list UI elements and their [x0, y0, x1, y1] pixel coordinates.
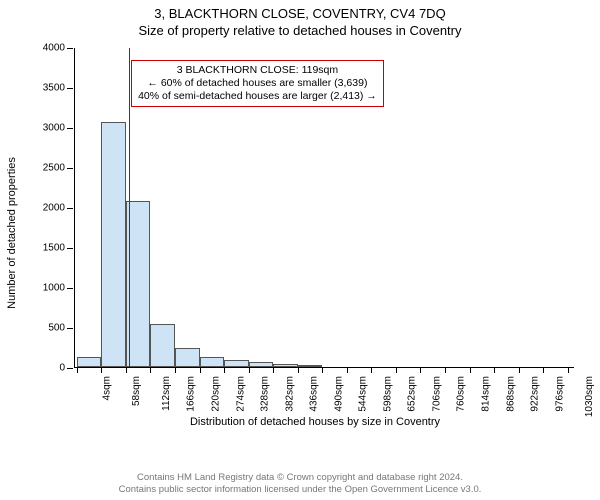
x-tick	[249, 367, 250, 373]
annotation-line: ← 60% of detached houses are smaller (3,…	[138, 77, 377, 90]
histogram-bar	[200, 357, 225, 367]
x-tick	[224, 367, 225, 373]
x-tick	[371, 367, 372, 373]
y-tick-label: 2000	[43, 203, 65, 214]
plot-area: 050010001500200025003000350040004sqm58sq…	[74, 48, 574, 368]
footer-line-1: Contains HM Land Registry data © Crown c…	[0, 472, 600, 484]
x-tick	[77, 367, 78, 373]
x-tick-label: 922sqm	[530, 376, 541, 412]
y-tick-label: 3000	[43, 123, 65, 134]
y-tick	[67, 168, 73, 169]
y-tick	[67, 248, 73, 249]
x-tick	[101, 367, 102, 373]
x-tick	[298, 367, 299, 373]
x-tick	[150, 367, 151, 373]
x-tick	[470, 367, 471, 373]
y-tick-label: 4000	[43, 43, 65, 54]
x-tick-label: 868sqm	[505, 376, 516, 412]
x-tick	[543, 367, 544, 373]
x-tick-label: 166sqm	[186, 376, 197, 412]
property-marker-line	[129, 48, 130, 367]
y-tick	[67, 208, 73, 209]
histogram-bar	[101, 122, 126, 367]
x-tick	[347, 367, 348, 373]
y-tick-label: 3500	[43, 83, 65, 94]
x-tick-label: 760sqm	[456, 376, 467, 412]
x-tick	[126, 367, 127, 373]
x-tick	[273, 367, 274, 373]
y-axis-label: Number of detached properties	[6, 157, 18, 309]
x-tick-label: 328sqm	[260, 376, 271, 412]
y-tick-label: 0	[59, 363, 65, 374]
y-tick	[67, 288, 73, 289]
annotation-box: 3 BLACKTHORN CLOSE: 119sqm← 60% of detac…	[131, 60, 384, 107]
x-tick	[420, 367, 421, 373]
title-line-1: 3, BLACKTHORN CLOSE, COVENTRY, CV4 7DQ	[0, 6, 600, 23]
x-tick	[175, 367, 176, 373]
x-tick	[568, 367, 569, 373]
annotation-line: 40% of semi-detached houses are larger (…	[138, 90, 377, 103]
histogram-bar	[249, 362, 274, 367]
x-tick-label: 976sqm	[554, 376, 565, 412]
y-tick	[67, 128, 73, 129]
x-tick-label: 814sqm	[481, 376, 492, 412]
y-tick-label: 2500	[43, 163, 65, 174]
x-tick-label: 598sqm	[382, 376, 393, 412]
title-line-2: Size of property relative to detached ho…	[0, 23, 600, 40]
x-tick-label: 436sqm	[309, 376, 320, 412]
histogram-bar	[273, 364, 298, 367]
x-tick-label: 544sqm	[358, 376, 369, 412]
footer-attribution: Contains HM Land Registry data © Crown c…	[0, 472, 600, 496]
x-tick-label: 1030sqm	[584, 376, 595, 417]
x-tick	[200, 367, 201, 373]
y-tick	[67, 48, 73, 49]
y-tick-label: 500	[48, 323, 65, 334]
histogram-bar	[175, 348, 200, 367]
histogram-bar	[224, 360, 249, 367]
x-tick	[322, 367, 323, 373]
histogram-bar	[77, 357, 102, 367]
y-tick-label: 1000	[43, 283, 65, 294]
x-tick-label: 58sqm	[131, 376, 142, 406]
histogram-bar	[150, 324, 175, 367]
y-tick-label: 1500	[43, 243, 65, 254]
x-tick-label: 652sqm	[407, 376, 418, 412]
y-tick	[67, 88, 73, 89]
x-tick-label: 274sqm	[235, 376, 246, 412]
x-tick-label: 112sqm	[161, 376, 172, 411]
chart-title-block: 3, BLACKTHORN CLOSE, COVENTRY, CV4 7DQ S…	[0, 0, 600, 40]
histogram-bar	[298, 365, 323, 367]
x-tick	[445, 367, 446, 373]
x-tick-label: 382sqm	[284, 376, 295, 412]
footer-line-2: Contains public sector information licen…	[0, 484, 600, 496]
x-tick	[519, 367, 520, 373]
x-tick	[396, 367, 397, 373]
x-tick-label: 490sqm	[333, 376, 344, 412]
y-tick	[67, 368, 73, 369]
x-tick-label: 706sqm	[431, 376, 442, 412]
y-tick	[67, 328, 73, 329]
annotation-line: 3 BLACKTHORN CLOSE: 119sqm	[138, 64, 377, 77]
x-tick-label: 220sqm	[211, 376, 222, 412]
x-tick	[494, 367, 495, 373]
x-tick-label: 4sqm	[101, 376, 112, 400]
chart-area: Number of detached properties 0500100015…	[50, 48, 580, 418]
x-axis-label: Distribution of detached houses by size …	[50, 416, 580, 428]
